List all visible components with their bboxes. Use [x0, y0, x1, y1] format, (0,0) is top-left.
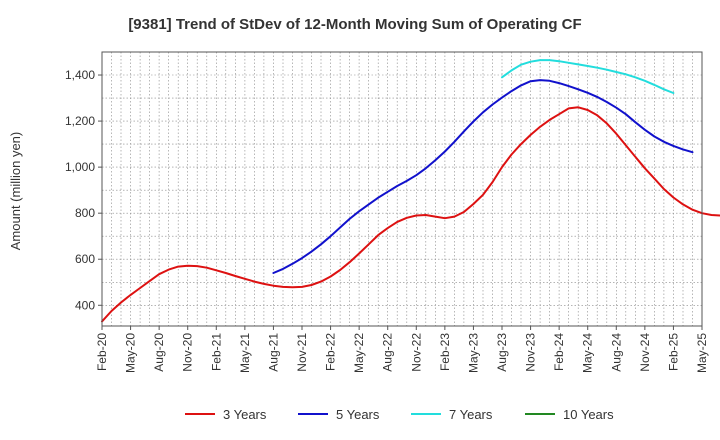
x-tick-label: Feb-20 — [95, 333, 109, 371]
x-tick-label: Aug-22 — [381, 333, 395, 372]
x-tick-label: Nov-24 — [638, 333, 652, 372]
legend-label-3-years: 3 Years — [223, 407, 267, 422]
y-tick-label: 1,400 — [65, 68, 95, 82]
series-line-5-years — [272, 79, 694, 274]
x-tick-label: Feb-23 — [438, 333, 452, 371]
x-tick-label: May-22 — [352, 333, 366, 373]
x-tick-label: Feb-24 — [552, 333, 566, 371]
x-tick-label: May-25 — [695, 333, 709, 373]
series-layer — [101, 59, 720, 323]
x-tick-label: Aug-21 — [266, 333, 280, 372]
chart-title: [9381] Trend of StDev of 12-Month Moving… — [128, 16, 581, 33]
legend-label-7-years: 7 Years — [449, 407, 493, 422]
x-tick-label: Nov-21 — [295, 333, 309, 372]
y-tick-label: 1,200 — [65, 114, 95, 128]
x-tick-label: May-24 — [581, 333, 595, 373]
series-line-3-years — [101, 106, 720, 323]
y-axis-label: Amount (million yen) — [8, 132, 23, 251]
x-tick-label: May-23 — [466, 333, 480, 373]
legend-label-5-years: 5 Years — [336, 407, 380, 422]
x-tick-label: Nov-20 — [181, 333, 195, 372]
x-tick-label: Feb-21 — [209, 333, 223, 371]
grid — [102, 52, 702, 326]
legend-label-10-years: 10 Years — [563, 407, 614, 422]
x-tick-label: Aug-23 — [495, 333, 509, 372]
x-axis: Feb-20 May-20 Aug-20 Nov-20 Feb-21 May-21 Aug-… — [95, 326, 709, 373]
series-line-7-years — [501, 59, 675, 94]
plot-area — [102, 52, 702, 326]
x-tick-label: Nov-23 — [524, 333, 538, 372]
y-tick-label: 1,000 — [65, 160, 95, 174]
x-tick-label: Aug-24 — [609, 333, 623, 372]
x-tick-label: Feb-22 — [324, 333, 338, 371]
x-tick-label: May-21 — [238, 333, 252, 373]
legend: 3 Years 5 Years 7 Years 10 Years — [185, 407, 614, 422]
x-tick-label: May-20 — [124, 333, 138, 373]
plot-border — [101, 51, 703, 327]
x-tick-label: Aug-20 — [152, 333, 166, 372]
y-tick-label: 800 — [75, 206, 95, 220]
y-tick-label: 400 — [75, 298, 95, 312]
x-tick-label: Nov-22 — [409, 333, 423, 372]
y-tick-label: 600 — [75, 252, 95, 266]
y-axis: 400 600 800 1,000 1,200 1,400 — [65, 68, 102, 312]
x-tick-label: Feb-25 — [666, 333, 680, 371]
